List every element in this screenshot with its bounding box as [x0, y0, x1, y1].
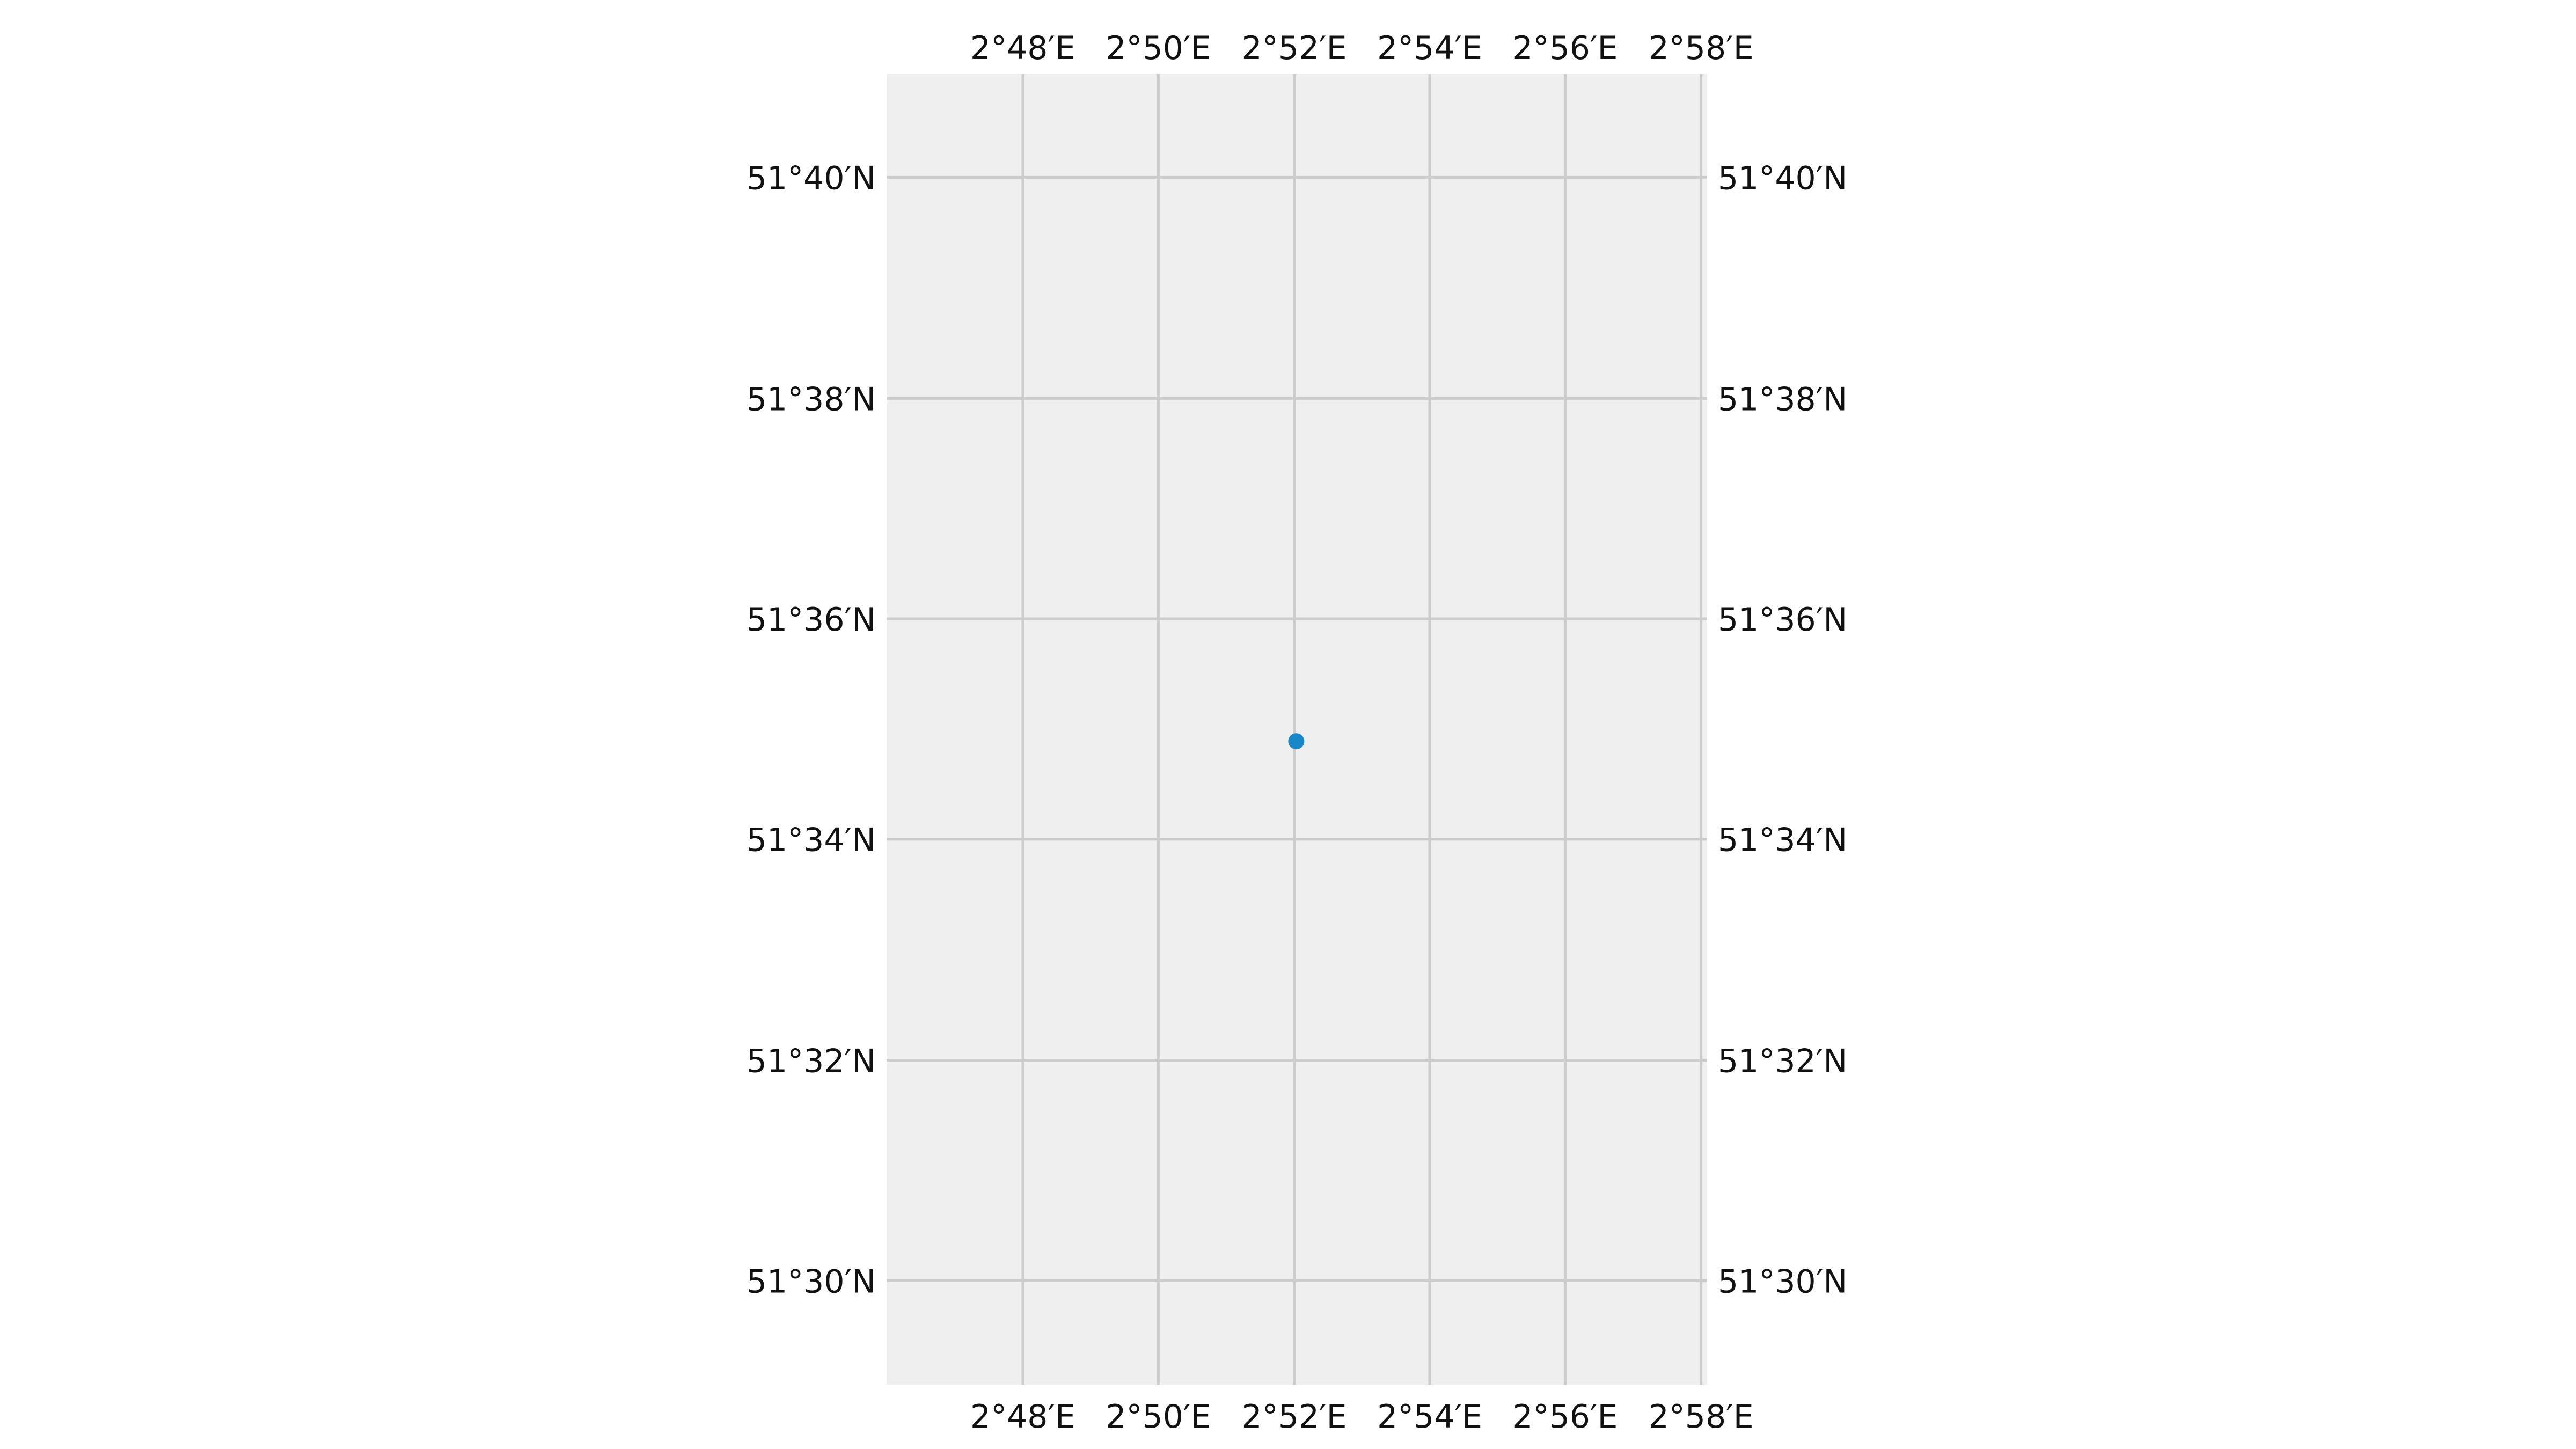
- latitude-label-right: 51°34′N: [1718, 822, 1847, 859]
- map-background: [887, 74, 1707, 1385]
- latitude-label-left: 51°30′N: [747, 1263, 876, 1300]
- longitude-label-top: 2°50′E: [1106, 30, 1211, 67]
- longitude-label-bottom: 2°48′E: [970, 1398, 1075, 1436]
- latitude-label-left: 51°36′N: [747, 601, 876, 639]
- latitude-label-right: 51°30′N: [1718, 1263, 1847, 1300]
- longitude-label-top: 2°58′E: [1649, 30, 1754, 67]
- points-layer: [1288, 733, 1305, 750]
- longitude-label-bottom: 2°56′E: [1512, 1398, 1618, 1436]
- longitude-label-top: 2°54′E: [1377, 30, 1482, 67]
- latitude-label-left: 51°40′N: [747, 159, 876, 197]
- longitude-label-bottom: 2°58′E: [1649, 1398, 1754, 1436]
- latitude-label-right: 51°38′N: [1718, 380, 1847, 418]
- longitude-label-top: 2°56′E: [1512, 30, 1618, 67]
- longitude-label-bottom: 2°50′E: [1106, 1398, 1211, 1436]
- latitude-label-right: 51°32′N: [1718, 1043, 1847, 1080]
- latitude-label-left: 51°38′N: [747, 380, 876, 418]
- longitude-label-top: 2°48′E: [970, 30, 1075, 67]
- latitude-label-right: 51°40′N: [1718, 159, 1847, 197]
- latitude-label-right: 51°36′N: [1718, 601, 1847, 639]
- longitude-label-top: 2°52′E: [1242, 30, 1347, 67]
- latitude-label-left: 51°32′N: [747, 1043, 876, 1080]
- graticule-labels: 2°48′E 2°48′E 2°50′E 2°50′E 2°52′E 2°52′E 2°54…: [747, 30, 1847, 1436]
- longitude-label-bottom: 2°54′E: [1377, 1398, 1482, 1436]
- graticule: [887, 74, 1707, 1385]
- location-point: [1288, 733, 1305, 750]
- longitude-label-bottom: 2°52′E: [1242, 1398, 1347, 1436]
- latitude-label-left: 51°34′N: [747, 822, 876, 859]
